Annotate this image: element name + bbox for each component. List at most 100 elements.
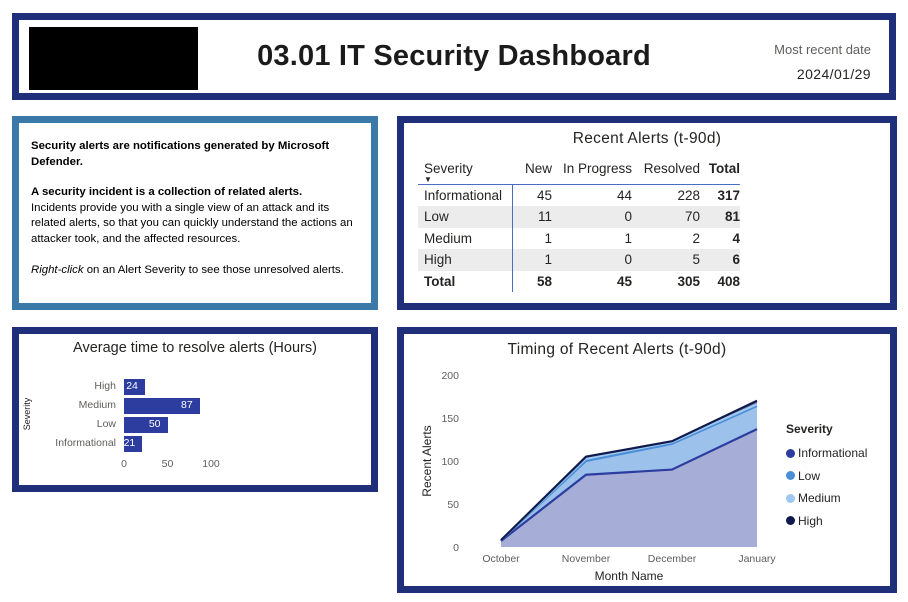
most-recent-date-value: 2024/01/29 bbox=[796, 66, 871, 82]
matrix-cell-resolved[interactable]: 70 bbox=[632, 206, 700, 228]
bar-informational[interactable]: 21 bbox=[123, 436, 143, 452]
matrix-total-in-progress: 45 bbox=[616, 273, 632, 289]
legend-item-informational[interactable]: Informational bbox=[786, 442, 867, 465]
x-axis-tick-label: 100 bbox=[202, 458, 220, 470]
bar-value-label: 50 bbox=[148, 418, 161, 430]
info-paragraph-hint: Right-click on an Alert Severity to see … bbox=[31, 263, 359, 279]
timing-area-chart: 0 50 100 150 200 October November December Janua… bbox=[420, 370, 776, 583]
matrix-total-resolved: 305 bbox=[677, 273, 700, 289]
legend-dot-icon bbox=[786, 493, 795, 503]
matrix-cell-total[interactable]: 81 bbox=[700, 206, 740, 228]
matrix-total-label: Total bbox=[418, 270, 513, 292]
x-axis-tick-label: January bbox=[738, 553, 776, 565]
legend-label: Low bbox=[798, 468, 821, 483]
recent-alerts-title: Recent Alerts (t-90d) bbox=[572, 130, 722, 147]
y-axis-tick-label: 200 bbox=[441, 370, 459, 382]
matrix-row[interactable]: Low 11 0 70 81 bbox=[418, 206, 740, 228]
most-recent-date-label: Most recent date bbox=[774, 42, 871, 57]
bar-value-label: 24 bbox=[126, 380, 138, 392]
recent-alerts-card: Recent Alerts (t-90d) Severity ▼ New In … bbox=[397, 116, 897, 310]
matrix-row[interactable]: Informational 45 44 228 317 bbox=[418, 184, 740, 206]
bar-category-label: Medium bbox=[78, 399, 116, 411]
area-low[interactable] bbox=[501, 405, 757, 541]
x-axis-tick-label: November bbox=[562, 553, 611, 565]
matrix-header-in-progress[interactable]: In Progress bbox=[562, 161, 632, 176]
timing-legend: Severity Informational Low Medium High bbox=[786, 422, 867, 532]
x-axis-tick-label: 50 bbox=[161, 458, 174, 470]
matrix-cell-total[interactable]: 6 bbox=[700, 249, 740, 271]
matrix-cell-in-progress[interactable]: 44 bbox=[616, 188, 632, 203]
y-axis-tick-label: 0 bbox=[453, 542, 459, 554]
legend-dot-icon bbox=[786, 448, 795, 458]
y-axis-tick-label: 100 bbox=[441, 456, 459, 468]
header-banner: 03.01 IT Security Dashboard Most recent … bbox=[12, 13, 896, 100]
legend-dot-icon bbox=[786, 516, 795, 526]
matrix-row-severity[interactable]: Low bbox=[418, 206, 513, 228]
matrix-row-severity[interactable]: Informational bbox=[418, 184, 513, 206]
page-title: 03.01 IT Security Dashboard bbox=[257, 40, 651, 72]
matrix-header-severity[interactable]: Severity ▼ bbox=[418, 155, 512, 185]
y-axis-tick-label: 150 bbox=[441, 413, 459, 425]
matrix-total-total: 408 bbox=[717, 273, 740, 289]
matrix-cell-resolved[interactable]: 2 bbox=[692, 230, 700, 246]
info-card: Security alerts are notifications genera… bbox=[12, 116, 378, 310]
matrix-cell-resolved[interactable]: 228 bbox=[677, 188, 700, 203]
matrix-header-new[interactable]: New bbox=[524, 161, 552, 176]
matrix-cell-new[interactable]: 1 bbox=[544, 230, 552, 246]
matrix-cell-in-progress[interactable]: 1 bbox=[624, 230, 632, 246]
matrix-header-total[interactable]: Total bbox=[708, 161, 740, 176]
timing-chart-title: Timing of Recent Alerts (t-90d) bbox=[507, 341, 727, 358]
matrix-row-severity[interactable]: High bbox=[418, 249, 513, 271]
y-axis-title: Recent Alerts bbox=[420, 425, 434, 496]
sort-descending-icon[interactable]: ▼ bbox=[424, 175, 432, 184]
info-hint-text: on an Alert Severity to see those unreso… bbox=[83, 263, 344, 276]
info-paragraph-alerts: Security alerts are notifications genera… bbox=[31, 139, 359, 170]
x-axis-tick-label: 0 bbox=[121, 458, 127, 470]
timing-recent-alerts-card: Timing of Recent Alerts (t-90d) 0 50 100 15… bbox=[397, 327, 897, 593]
matrix-row[interactable]: High 1 0 5 6 bbox=[418, 249, 740, 271]
bar-value-label: 21 bbox=[123, 437, 136, 449]
legend-item-medium[interactable]: Medium bbox=[786, 487, 867, 510]
line-high[interactable] bbox=[500, 399, 758, 541]
legend-item-low[interactable]: Low bbox=[786, 465, 867, 488]
info-alerts-text: Security alerts are notifications genera… bbox=[31, 140, 330, 168]
matrix-row[interactable]: Medium 1 1 2 4 bbox=[418, 227, 740, 249]
area-informational[interactable] bbox=[501, 429, 757, 547]
matrix-cell-total[interactable]: 317 bbox=[717, 188, 740, 203]
matrix-cell-new[interactable]: 45 bbox=[536, 188, 552, 203]
avg-resolve-time-title: Average time to resolve alerts (Hours) bbox=[73, 340, 317, 356]
matrix-cell-in-progress[interactable]: 0 bbox=[552, 206, 632, 228]
matrix-header-row: Severity ▼ New In Progress Resolved Tota… bbox=[418, 155, 740, 185]
matrix-row-severity[interactable]: Medium bbox=[418, 227, 513, 249]
info-hint-emphasis: Right-click bbox=[31, 263, 84, 276]
legend-label: Medium bbox=[798, 491, 841, 506]
matrix-total-row: Total 58 45 305 408 bbox=[418, 270, 740, 292]
info-paragraph-incident: A security incident is a collection of r… bbox=[31, 185, 359, 247]
bar-category-label: Low bbox=[96, 418, 116, 430]
matrix-cell-new[interactable]: 11 bbox=[512, 206, 552, 228]
legend-dot-icon bbox=[786, 471, 795, 481]
bar-category-label: Informational bbox=[55, 437, 116, 449]
bar-high[interactable]: 24 bbox=[124, 379, 145, 395]
x-axis-tick-label: October bbox=[482, 553, 520, 565]
matrix-header-resolved[interactable]: Resolved bbox=[643, 161, 700, 176]
matrix-cell-total[interactable]: 4 bbox=[732, 230, 740, 246]
x-axis-tick-label: December bbox=[648, 553, 697, 565]
line-informational[interactable] bbox=[500, 428, 758, 542]
bar-medium[interactable]: 87 bbox=[124, 398, 200, 414]
bar-category-label: High bbox=[94, 380, 116, 392]
info-incident-text: Incidents provide you with a single view… bbox=[31, 201, 353, 245]
legend-item-high[interactable]: High bbox=[786, 510, 867, 533]
y-axis-tick-label: 50 bbox=[447, 499, 459, 511]
info-incident-heading: A security incident is a collection of r… bbox=[31, 186, 303, 199]
matrix-cell-resolved[interactable]: 5 bbox=[632, 249, 700, 271]
x-axis-title: Month Name bbox=[595, 569, 664, 583]
matrix-cell-new[interactable]: 1 bbox=[512, 249, 552, 271]
redacted-logo bbox=[29, 27, 198, 90]
matrix-cell-in-progress[interactable]: 0 bbox=[552, 249, 632, 271]
bar-low[interactable]: 50 bbox=[124, 417, 168, 433]
bar-value-label: 87 bbox=[181, 399, 193, 411]
matrix-total-new: 58 bbox=[536, 273, 552, 289]
recent-alerts-matrix: Severity ▼ New In Progress Resolved Tota… bbox=[418, 155, 740, 292]
avg-resolve-time-y-axis-label: Severity bbox=[22, 397, 32, 431]
